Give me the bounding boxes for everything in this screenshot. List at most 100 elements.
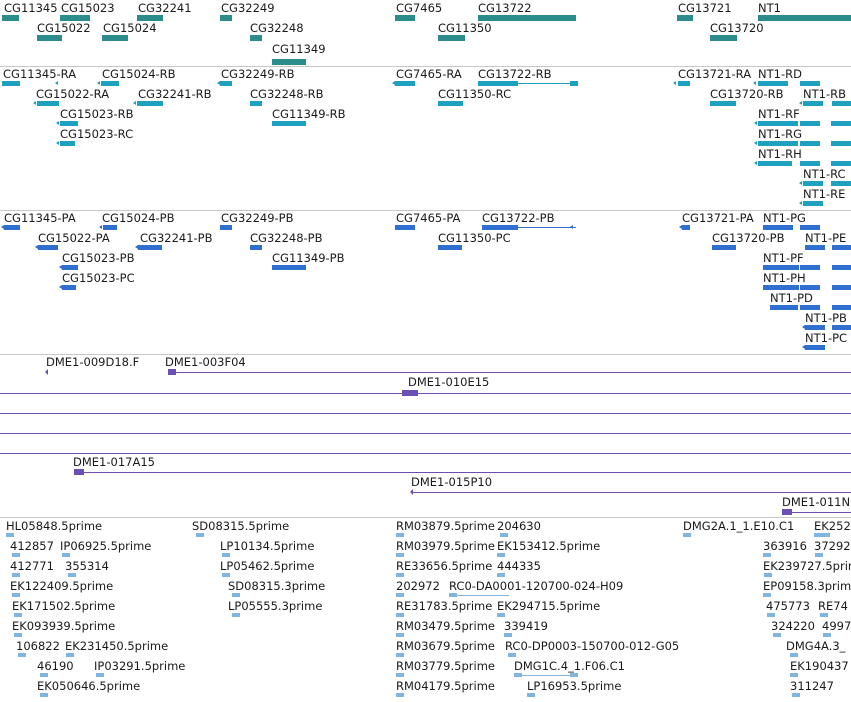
feature-label[interactable]: DMG4A.3_	[786, 639, 846, 653]
feature-glyph[interactable]	[678, 81, 690, 86]
feature-label[interactable]: EK050646.5prime	[37, 679, 141, 693]
feature-glyph[interactable]	[497, 613, 505, 617]
feature-glyph[interactable]	[18, 653, 26, 657]
feature-label[interactable]: CG32249-PB	[221, 211, 294, 225]
feature-glyph[interactable]	[4, 225, 20, 230]
feature-label[interactable]: RM04179.5prime	[396, 679, 495, 693]
feature-label[interactable]: CG13721-PA	[682, 211, 754, 225]
feature-label[interactable]: CG15022-RA	[36, 87, 110, 101]
feature-label[interactable]: NT1-PH	[763, 271, 806, 285]
feature-glyph[interactable]	[831, 181, 851, 186]
feature-glyph[interactable]	[758, 121, 798, 126]
feature-glyph[interactable]	[395, 225, 415, 230]
feature-glyph[interactable]	[438, 101, 463, 106]
feature-label[interactable]: CG13722	[478, 1, 532, 15]
feature-label[interactable]: LP10134.5prime	[220, 539, 315, 553]
feature-glyph[interactable]	[40, 693, 48, 697]
feature-glyph[interactable]	[832, 265, 851, 270]
feature-glyph[interactable]	[402, 390, 418, 396]
feature-glyph[interactable]	[814, 533, 822, 537]
feature-glyph[interactable]	[822, 533, 830, 537]
feature-label[interactable]: CG13722-RB	[478, 67, 552, 81]
feature-label[interactable]: DMG2A.1_1.E10.C1	[683, 519, 795, 533]
feature-glyph[interactable]	[683, 533, 691, 537]
feature-label[interactable]: CG15023-PB	[62, 251, 135, 265]
feature-glyph[interactable]	[800, 81, 820, 86]
feature-glyph[interactable]	[803, 201, 823, 206]
feature-glyph[interactable]	[763, 593, 771, 597]
feature-glyph[interactable]	[710, 101, 736, 106]
feature-glyph[interactable]	[37, 101, 59, 106]
feature-label[interactable]: SD08315.5prime	[192, 519, 290, 533]
feature-glyph[interactable]	[832, 245, 851, 250]
feature-label[interactable]: RM03879.5prime	[396, 519, 495, 533]
feature-label[interactable]: EK093939.5prime	[12, 619, 116, 633]
feature-glyph[interactable]	[396, 673, 404, 677]
feature-label[interactable]: CG32241-RB	[138, 87, 212, 101]
feature-label[interactable]: NT1-PC	[805, 331, 848, 345]
feature-label[interactable]: CG15023	[61, 1, 115, 15]
feature-glyph[interactable]	[710, 35, 737, 41]
feature-label[interactable]: CG15024-RB	[102, 67, 176, 81]
feature-glyph[interactable]	[96, 673, 104, 677]
feature-glyph[interactable]	[6, 533, 14, 537]
feature-glyph[interactable]	[14, 633, 22, 637]
feature-label[interactable]: 412857	[10, 539, 54, 553]
feature-label[interactable]: RE31783.5prime	[396, 599, 493, 613]
feature-glyph[interactable]	[60, 121, 78, 126]
feature-glyph[interactable]	[790, 653, 798, 657]
feature-glyph[interactable]	[800, 121, 820, 126]
feature-label[interactable]: RC0-DA0001-120700-024-H09	[449, 579, 624, 593]
feature-glyph[interactable]	[570, 81, 578, 86]
feature-glyph[interactable]	[196, 533, 204, 537]
feature-label[interactable]: EK122409.5prime	[10, 579, 114, 593]
feature-glyph[interactable]	[232, 613, 240, 617]
feature-label[interactable]: 204630	[497, 519, 541, 533]
feature-glyph[interactable]	[790, 673, 798, 677]
feature-glyph[interactable]	[103, 225, 117, 230]
feature-glyph[interactable]	[14, 613, 22, 617]
feature-label[interactable]: LP05555.3prime	[228, 599, 323, 613]
feature-glyph[interactable]	[712, 245, 736, 250]
feature-label[interactable]: EP09158.3prime	[763, 579, 851, 593]
feature-label[interactable]: CG32249-RB	[221, 67, 295, 81]
feature-glyph[interactable]	[66, 653, 74, 657]
feature-label[interactable]: NT1-RD	[758, 67, 802, 81]
feature-glyph[interactable]	[815, 553, 823, 557]
feature-glyph[interactable]	[232, 593, 240, 597]
feature-label[interactable]: IP06925.5prime	[60, 539, 152, 553]
feature-glyph[interactable]	[805, 245, 825, 250]
feature-glyph[interactable]	[527, 693, 535, 697]
feature-label[interactable]: LP05462.5prime	[220, 559, 315, 573]
feature-label[interactable]: 46190	[37, 659, 74, 673]
feature-glyph[interactable]	[250, 35, 262, 41]
feature-glyph[interactable]	[272, 265, 306, 270]
feature-label[interactable]: RC0-DP0003-150700-012-G05	[505, 639, 680, 653]
feature-label[interactable]: CG7465	[396, 1, 443, 15]
feature-label[interactable]: RM03979.5prime	[396, 539, 495, 553]
feature-label[interactable]: DMG1C.4_1.F06.C1	[514, 659, 625, 673]
feature-label[interactable]: CG13720-RB	[710, 87, 784, 101]
feature-glyph[interactable]	[438, 35, 465, 41]
feature-glyph[interactable]	[395, 15, 415, 21]
feature-glyph[interactable]	[805, 345, 825, 350]
feature-glyph[interactable]	[220, 15, 232, 21]
feature-glyph[interactable]	[137, 15, 163, 21]
feature-glyph[interactable]	[803, 101, 823, 106]
feature-glyph[interactable]	[396, 693, 404, 697]
feature-label[interactable]: CG13721-RA	[678, 67, 752, 81]
feature-label[interactable]: RM03479.5prime	[396, 619, 495, 633]
feature-label[interactable]: NT1-PE	[805, 231, 847, 245]
feature-label[interactable]: DME1-011N	[782, 495, 851, 509]
feature-label[interactable]: CG11349-RB	[272, 107, 346, 121]
feature-glyph[interactable]	[396, 573, 404, 577]
feature-glyph[interactable]	[763, 225, 793, 230]
feature-glyph[interactable]	[62, 285, 76, 290]
feature-label[interactable]: NT1-RH	[758, 147, 802, 161]
feature-label[interactable]: 202972	[396, 579, 440, 593]
feature-label[interactable]: 106822	[16, 639, 60, 653]
feature-label[interactable]: 444335	[497, 559, 541, 573]
feature-label[interactable]: CG15024	[103, 21, 157, 35]
feature-glyph[interactable]	[763, 553, 771, 557]
feature-glyph[interactable]	[763, 265, 799, 270]
